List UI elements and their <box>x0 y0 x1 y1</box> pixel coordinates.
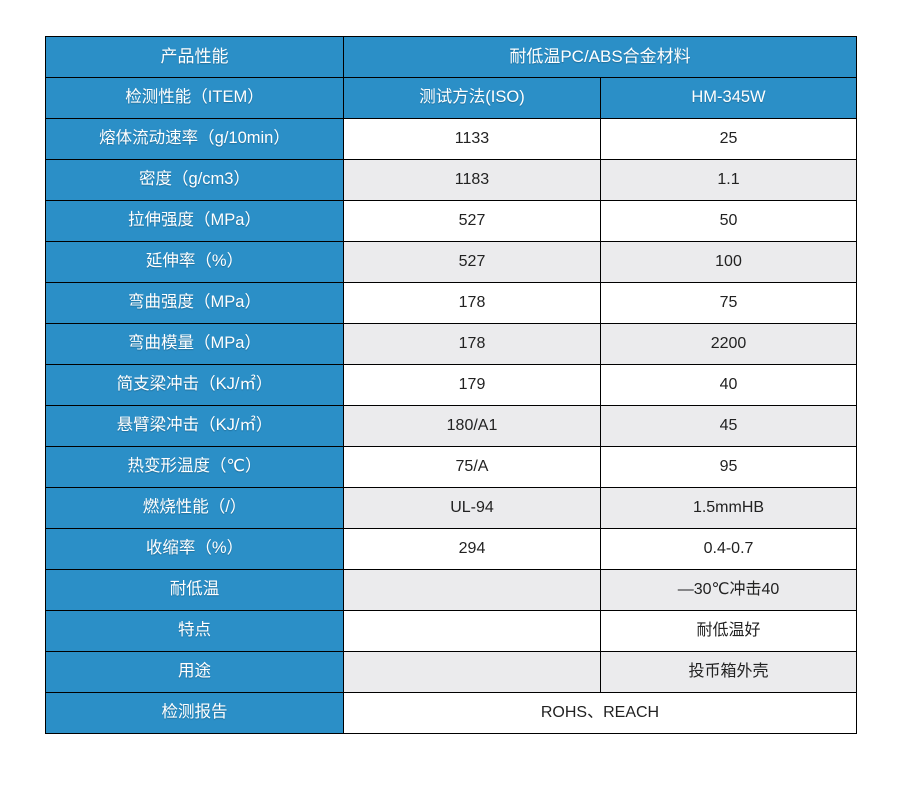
row-method: 1133 <box>343 118 601 160</box>
row-method: 180/A1 <box>343 405 601 447</box>
row-method <box>343 610 601 652</box>
row-value: 1.5mmHB <box>599 487 858 529</box>
row-label: 热变形温度（℃） <box>45 446 344 488</box>
row-label: 拉伸强度（MPa） <box>45 200 344 242</box>
table-row: 悬臂梁冲击（KJ/㎡） 180/A1 45 <box>45 405 858 447</box>
row-value: 2200 <box>599 323 858 365</box>
row-value: 50 <box>599 200 858 242</box>
row-label: 延伸率（%） <box>45 241 344 283</box>
row-label: 耐低温 <box>45 569 344 611</box>
row-value: 0.4-0.7 <box>599 528 858 570</box>
footer-label: 检测报告 <box>45 692 344 734</box>
row-value: 75 <box>599 282 858 324</box>
column-header-value: HM-345W <box>599 77 858 119</box>
table-header-row: 检测性能（ITEM） 测试方法(ISO) HM-345W <box>45 77 858 119</box>
row-label: 悬臂梁冲击（KJ/㎡） <box>45 405 344 447</box>
title-left-cell: 产品性能 <box>45 36 344 78</box>
spec-table-body: 产品性能 耐低温PC/ABS合金材料 检测性能（ITEM） 测试方法(ISO) … <box>45 36 858 734</box>
column-header-method: 测试方法(ISO) <box>343 77 601 119</box>
row-label: 弯曲模量（MPa） <box>45 323 344 365</box>
row-label: 简支梁冲击（KJ/㎡） <box>45 364 344 406</box>
row-method <box>343 569 601 611</box>
row-method: 178 <box>343 323 601 365</box>
row-method: 527 <box>343 200 601 242</box>
table-row: 弯曲强度（MPa） 178 75 <box>45 282 858 324</box>
table-row: 延伸率（%） 527 100 <box>45 241 858 283</box>
row-value: 投币箱外壳 <box>599 651 858 693</box>
table-title-row: 产品性能 耐低温PC/ABS合金材料 <box>45 36 858 78</box>
row-method: 178 <box>343 282 601 324</box>
row-value: 95 <box>599 446 858 488</box>
column-header-label: 检测性能（ITEM） <box>45 77 344 119</box>
row-label: 用途 <box>45 651 344 693</box>
row-label: 特点 <box>45 610 344 652</box>
table-row: 燃烧性能（/） UL-94 1.5mmHB <box>45 487 858 529</box>
row-value: 40 <box>599 364 858 406</box>
table-row: 拉伸强度（MPa） 527 50 <box>45 200 858 242</box>
row-method: 179 <box>343 364 601 406</box>
row-method: 294 <box>343 528 601 570</box>
row-method: 1183 <box>343 159 601 201</box>
table-row: 收缩率（%） 294 0.4-0.7 <box>45 528 858 570</box>
row-value: 耐低温好 <box>599 610 858 652</box>
row-method: UL-94 <box>343 487 601 529</box>
table-row: 弯曲模量（MPa） 178 2200 <box>45 323 858 365</box>
title-right-cell: 耐低温PC/ABS合金材料 <box>342 36 858 78</box>
footer-value: ROHS、REACH <box>342 692 858 734</box>
row-label: 收缩率（%） <box>45 528 344 570</box>
product-spec-table: 产品性能 耐低温PC/ABS合金材料 检测性能（ITEM） 测试方法(ISO) … <box>45 36 858 734</box>
table-row: 耐低温 —30℃冲击40 <box>45 569 858 611</box>
table-footer-row: 检测报告 ROHS、REACH <box>45 692 858 734</box>
table-row: 简支梁冲击（KJ/㎡） 179 40 <box>45 364 858 406</box>
table-row: 密度（g/cm3） 1183 1.1 <box>45 159 858 201</box>
row-method: 527 <box>343 241 601 283</box>
row-value: 1.1 <box>599 159 858 201</box>
row-method: 75/A <box>343 446 601 488</box>
row-value: —30℃冲击40 <box>599 569 858 611</box>
row-label: 密度（g/cm3） <box>45 159 344 201</box>
row-label: 熔体流动速率（g/10min） <box>45 118 344 160</box>
row-value: 45 <box>599 405 858 447</box>
row-label: 弯曲强度（MPa） <box>45 282 344 324</box>
row-label: 燃烧性能（/） <box>45 487 344 529</box>
row-value: 100 <box>599 241 858 283</box>
table-row: 特点 耐低温好 <box>45 610 858 652</box>
table-row: 熔体流动速率（g/10min） 1133 25 <box>45 118 858 160</box>
row-value: 25 <box>599 118 858 160</box>
row-method <box>343 651 601 693</box>
table-row: 热变形温度（℃） 75/A 95 <box>45 446 858 488</box>
table-row: 用途 投币箱外壳 <box>45 651 858 693</box>
